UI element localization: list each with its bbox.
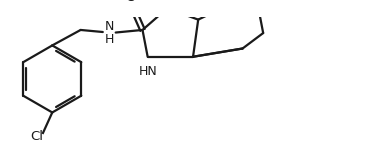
Text: HN: HN: [138, 65, 157, 77]
Text: Cl: Cl: [30, 130, 43, 143]
Text: N
H: N H: [104, 20, 114, 46]
Text: O: O: [125, 0, 135, 4]
